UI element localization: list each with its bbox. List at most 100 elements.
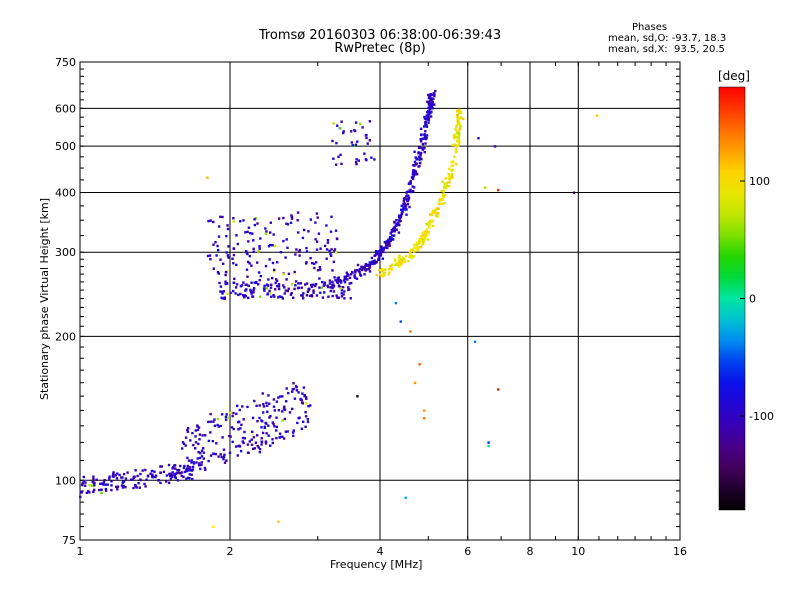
- data-point: [323, 281, 327, 284]
- data-point: [421, 148, 424, 151]
- data-point: [422, 417, 426, 420]
- data-point: [116, 488, 119, 491]
- data-point: [253, 281, 256, 284]
- data-point: [260, 437, 263, 440]
- data-point: [134, 483, 137, 487]
- data-point: [428, 104, 431, 107]
- data-point: [423, 125, 426, 128]
- data-point: [253, 399, 256, 403]
- data-point: [414, 169, 417, 173]
- data-point: [315, 294, 319, 297]
- data-point: [281, 419, 284, 422]
- data-point: [332, 122, 335, 125]
- data-point: [298, 248, 302, 252]
- data-point: [225, 251, 228, 254]
- data-point: [217, 272, 220, 275]
- data-point: [260, 440, 264, 443]
- data-point: [330, 215, 333, 218]
- data-point: [273, 244, 277, 248]
- data-point: [273, 425, 276, 428]
- data-point: [398, 260, 401, 263]
- data-point: [256, 420, 259, 423]
- data-point: [354, 276, 357, 279]
- data-point: [407, 182, 411, 186]
- data-point: [214, 452, 217, 456]
- data-point: [398, 265, 401, 268]
- data-point: [383, 268, 387, 271]
- data-point: [419, 140, 423, 143]
- data-point: [269, 444, 272, 447]
- data-point: [344, 275, 347, 278]
- data-point: [423, 146, 426, 150]
- data-point: [413, 246, 416, 249]
- data-point: [258, 295, 262, 298]
- data-point: [278, 436, 281, 439]
- data-point: [286, 223, 290, 226]
- data-point: [419, 153, 422, 157]
- data-point: [358, 271, 361, 274]
- data-point: [343, 297, 346, 300]
- data-point: [283, 417, 287, 421]
- data-point: [235, 234, 238, 237]
- data-point: [363, 268, 366, 271]
- data-point: [200, 461, 203, 464]
- data-point: [415, 241, 419, 244]
- data-point: [391, 237, 395, 241]
- data-point: [104, 483, 108, 486]
- data-point: [339, 287, 342, 290]
- data-point: [191, 468, 195, 471]
- data-point: [304, 283, 307, 286]
- data-point: [305, 282, 309, 285]
- data-point: [376, 252, 380, 256]
- data-point: [115, 485, 118, 489]
- data-point: [218, 281, 221, 285]
- data-point: [417, 155, 421, 158]
- chart-title: Tromsø 20160303 06:38:00-06:39:43: [258, 28, 502, 43]
- data-point: [275, 429, 278, 432]
- data-point: [272, 270, 276, 273]
- data-point: [190, 473, 193, 476]
- data-point: [227, 256, 230, 259]
- data-point: [390, 268, 393, 271]
- data-point: [350, 141, 354, 144]
- data-point: [323, 244, 327, 248]
- data-point: [217, 235, 221, 238]
- data-point: [331, 139, 334, 143]
- data-point: [427, 118, 431, 121]
- data-point: [411, 170, 415, 173]
- data-point: [167, 481, 171, 485]
- data-point: [384, 242, 388, 245]
- data-point: [87, 489, 90, 493]
- data-point: [225, 234, 228, 238]
- data-point: [422, 237, 425, 240]
- data-point: [212, 243, 215, 246]
- data-point: [335, 294, 338, 297]
- data-point: [477, 137, 480, 140]
- data-point: [319, 247, 322, 250]
- data-point: [458, 126, 462, 129]
- data-point: [355, 162, 358, 166]
- data-point: [447, 185, 451, 188]
- data-point: [290, 215, 294, 219]
- data-point: [318, 266, 322, 269]
- data-point: [222, 262, 225, 265]
- data-point: [395, 228, 398, 231]
- data-point: [336, 279, 339, 282]
- data-point: [395, 219, 398, 222]
- data-point: [308, 294, 312, 298]
- data-point: [333, 248, 337, 251]
- data-point: [399, 320, 402, 323]
- data-point: [419, 127, 423, 130]
- data-point: [456, 115, 459, 118]
- data-point: [253, 223, 257, 227]
- data-point: [181, 441, 185, 444]
- data-point: [171, 473, 174, 477]
- data-point: [251, 295, 255, 298]
- data-point: [253, 447, 256, 450]
- data-point: [447, 172, 450, 176]
- data-point: [216, 244, 219, 248]
- data-point: [442, 190, 445, 193]
- data-point: [428, 221, 431, 224]
- data-point: [432, 224, 435, 228]
- data-point: [366, 263, 369, 267]
